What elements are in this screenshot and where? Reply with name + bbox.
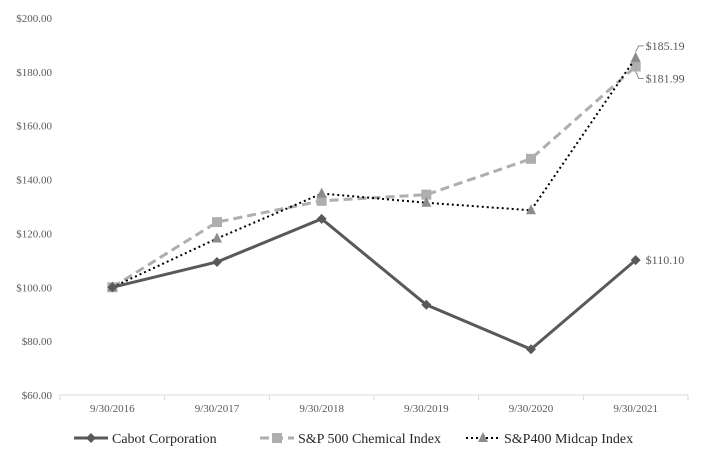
x-tick-label: 9/30/2016 (90, 403, 135, 415)
y-tick-label: $160.00 (16, 121, 52, 133)
data-point-0-4 (526, 344, 536, 355)
data-point-2-2 (316, 187, 327, 198)
data-label-cabot: $110.10 (646, 253, 685, 267)
data-point-1-1 (212, 217, 222, 228)
data-point-1-4 (526, 153, 536, 164)
series-line-2 (111, 57, 637, 289)
leader-line (635, 45, 644, 53)
data-point-2-4 (526, 204, 536, 215)
data-label-midcap: $185.19 (646, 39, 685, 53)
x-tick-label: 9/30/2018 (299, 403, 344, 415)
y-tick-label: $120.00 (16, 228, 52, 240)
legend-label: S&P 500 Chemical Index (298, 432, 441, 447)
legend-label: Cabot Corporation (112, 432, 217, 447)
data-point-1-3 (421, 189, 432, 200)
y-tick-label: $200.00 (16, 13, 52, 25)
x-tick-label: 9/30/2020 (509, 403, 554, 415)
y-tick-label: $60.00 (22, 390, 53, 402)
data-point-1-5 (630, 61, 641, 72)
series-line-1 (111, 65, 637, 289)
data-label-chemical: $181.99 (646, 71, 685, 85)
legend-marker (272, 433, 282, 443)
data-point-0-5 (630, 255, 641, 266)
y-tick-label: $100.00 (16, 282, 52, 294)
data-point-0-3 (421, 299, 432, 310)
x-tick-label: 9/30/2017 (195, 403, 240, 415)
y-tick-label: $180.00 (16, 67, 52, 79)
data-point-2-1 (212, 232, 222, 243)
x-tick-label: 9/30/2019 (404, 403, 449, 415)
legend-marker (86, 433, 96, 443)
data-point-1-2 (316, 195, 327, 206)
data-point-2-3 (421, 196, 432, 207)
data-point-0-1 (212, 256, 222, 267)
legend-label: S&P400 Midcap Index (504, 432, 633, 447)
y-tick-label: $140.00 (16, 175, 52, 187)
data-point-0-2 (316, 213, 327, 224)
y-tick-label: $80.00 (22, 336, 53, 348)
x-tick-label: 9/30/2021 (613, 403, 658, 415)
data-point-0-0 (107, 282, 118, 293)
series-line-0 (111, 217, 637, 351)
legend-marker (478, 432, 488, 442)
leader-line (635, 71, 644, 79)
data-point-2-5 (630, 51, 641, 62)
